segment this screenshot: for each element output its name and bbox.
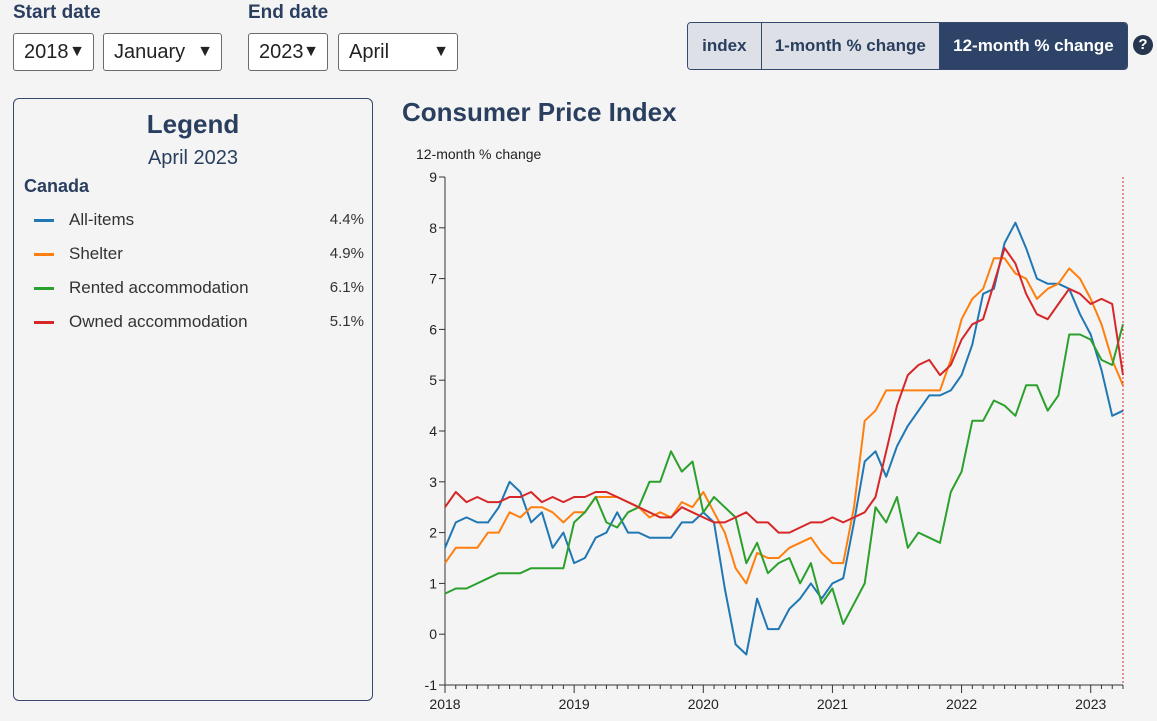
x-tick-label: 2018 <box>429 696 460 712</box>
y-tick-label: 1 <box>429 575 437 591</box>
legend-swatch <box>34 287 54 290</box>
series-line-owned-accommodation <box>444 247 1124 534</box>
y-tick-label: 5 <box>429 372 437 388</box>
x-tick-label: 2022 <box>946 696 977 712</box>
x-tick-label: 2021 <box>817 696 848 712</box>
toggle-12-month-button[interactable]: 12-month % change <box>939 23 1127 69</box>
chevron-down-icon: ▼ <box>69 43 85 60</box>
series-line-shelter <box>444 257 1124 585</box>
start-year-select[interactable]: 2018 ▼ <box>13 33 94 71</box>
legend-item-shelter[interactable]: Shelter 4.9% <box>34 243 364 267</box>
toggle-index-button[interactable]: index <box>688 23 762 69</box>
start-date-label: Start date <box>13 2 101 23</box>
x-tick-label: 2023 <box>1075 696 1106 712</box>
y-tick-label: -1 <box>425 677 438 693</box>
legend-item-value: 4.9% <box>329 245 364 262</box>
end-date-label: End date <box>248 2 329 23</box>
end-year-value: 2023 <box>259 40 304 63</box>
legend-region: Canada <box>24 176 90 196</box>
start-year-value: 2018 <box>24 40 69 63</box>
legend-item-value: 6.1% <box>329 279 364 296</box>
chevron-down-icon: ▼ <box>197 43 213 60</box>
y-tick-label: 0 <box>429 626 437 642</box>
y-tick-label: 2 <box>429 525 437 541</box>
legend-item-name: Owned accommodation <box>69 312 248 331</box>
end-month-select[interactable]: April ▼ <box>338 33 458 71</box>
end-year-select[interactable]: 2023 ▼ <box>248 33 328 71</box>
legend-date: April 2023 <box>147 147 239 169</box>
toggle-1-month-button[interactable]: 1-month % change <box>761 23 940 69</box>
y-tick-label: 6 <box>429 321 437 337</box>
y-tick-label: 3 <box>429 474 437 490</box>
legend-item-name: All-items <box>69 210 135 229</box>
legend-item-all-items[interactable]: All-items 4.4% <box>34 209 364 233</box>
legend-swatch <box>34 219 54 222</box>
y-tick-label: 8 <box>429 220 437 236</box>
measure-toggle: index 1-month % change 12-month % change <box>687 22 1128 70</box>
chevron-down-icon: ▼ <box>303 43 319 60</box>
start-month-select[interactable]: January ▼ <box>103 33 222 71</box>
y-tick-label: 4 <box>429 423 437 439</box>
legend-item-value: 5.1% <box>329 313 364 330</box>
legend-title: Legend <box>146 109 240 139</box>
end-month-value: April <box>349 40 390 63</box>
legend-swatch <box>34 321 54 324</box>
series-line-rented-accommodation <box>444 324 1124 625</box>
start-month-value: January <box>114 40 186 63</box>
series-line-all-items <box>444 221 1124 656</box>
x-tick-label: 2019 <box>559 696 590 712</box>
legend-item-owned[interactable]: Owned accommodation 5.1% <box>34 311 364 335</box>
y-axis-label: 12-month % change <box>416 146 542 162</box>
chart-title: Consumer Price Index <box>402 97 677 127</box>
chevron-down-icon: ▼ <box>433 43 449 60</box>
y-tick-label: 7 <box>429 271 437 287</box>
legend-item-rented[interactable]: Rented accommodation 6.1% <box>34 277 364 301</box>
legend-swatch <box>34 253 54 256</box>
legend-panel: Legend April 2023 Canada All-items 4.4% … <box>13 98 373 701</box>
x-tick-label: 2020 <box>688 696 719 712</box>
y-tick-label: 9 <box>429 169 437 185</box>
legend-item-name: Shelter <box>69 244 123 263</box>
legend-item-name: Rented accommodation <box>69 278 249 297</box>
legend-item-value: 4.4% <box>329 211 364 228</box>
help-icon[interactable]: ? <box>1133 35 1153 55</box>
